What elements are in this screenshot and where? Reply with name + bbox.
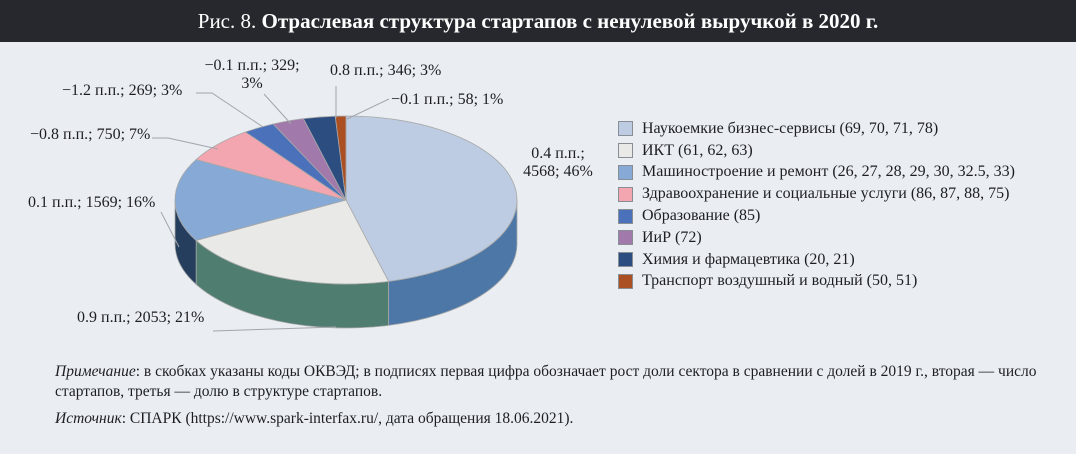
legend: Наукоемкие бизнес-сервисы (69, 70, 71, 7…	[618, 118, 1015, 292]
legend-item-3: Здравоохранение и социальные услуги (86,…	[618, 183, 1015, 205]
figure-title: Отраслевая структура стартапов с ненулев…	[261, 8, 879, 33]
legend-swatch-1	[618, 143, 633, 159]
legend-swatch-4	[618, 208, 633, 224]
leader-line-7	[346, 98, 390, 120]
source-prefix: Источник	[55, 409, 122, 427]
leader-line-3	[152, 137, 219, 150]
figure-title-bar: Рис. 8. Отраслевая структура стартапов с…	[0, 0, 1076, 42]
legend-label-0: Наукоемкие бизнес-сервисы (69, 70, 71, 7…	[642, 119, 939, 137]
legend-label-7: Транспорт воздушный и водный (50, 51)	[642, 272, 918, 290]
legend-item-7: Транспорт воздушный и водный (50, 51)	[618, 271, 1015, 293]
note-text: Примечание: в скобках указаны коды ОКВЭД…	[55, 362, 1059, 403]
pie-slice-7	[334, 115, 347, 201]
figure-number: Рис. 8.	[197, 8, 262, 33]
note-body: : в скобках указаны коды ОКВЭД; в подпис…	[55, 363, 1037, 401]
legend-label-3: Здравоохранение и социальные услуги (86,…	[642, 185, 1010, 203]
notes-block: Примечание: в скобках указаны коды ОКВЭД…	[55, 362, 1059, 429]
legend-item-4: Образование (85)	[618, 205, 1015, 227]
legend-label-6: Химия и фармацевтика (20, 21)	[642, 250, 855, 268]
legend-swatch-5	[618, 230, 633, 246]
legend-swatch-6	[618, 252, 633, 268]
legend-item-6: Химия и фармацевтика (20, 21)	[618, 249, 1015, 271]
leader-line-4	[196, 92, 264, 128]
legend-item-1: ИКТ (61, 62, 63)	[618, 140, 1015, 162]
legend-label-1: ИКТ (61, 62, 63)	[642, 141, 753, 159]
legend-label-5: ИиР (72)	[642, 228, 702, 246]
legend-swatch-2	[618, 164, 633, 180]
legend-label-4: Образование (85)	[642, 207, 761, 225]
pie-slice-1	[195, 199, 390, 285]
legend-swatch-3	[618, 186, 633, 202]
legend-swatch-7	[618, 273, 633, 289]
legend-item-0: Наукоемкие бизнес-сервисы (69, 70, 71, 7…	[618, 118, 1015, 140]
source-body: : СПАРК (https://www.spark-interfax.ru/,…	[121, 409, 574, 427]
legend-label-2: Машиностроение и ремонт (26, 27, 28, 29,…	[642, 163, 1015, 181]
pie-slice-2	[174, 159, 348, 241]
leader-line-2	[160, 211, 180, 248]
legend-swatch-0	[618, 121, 633, 137]
legend-item-2: Машиностроение и ремонт (26, 27, 28, 29,…	[618, 162, 1015, 184]
leader-line-1	[212, 326, 337, 332]
source-text: Источник: СПАРК (https://www.spark-inter…	[55, 409, 1059, 429]
legend-item-5: ИиР (72)	[618, 227, 1015, 249]
pie-slice-0	[345, 115, 518, 282]
note-prefix: Примечание	[55, 363, 136, 380]
leader-line-5	[263, 93, 292, 125]
